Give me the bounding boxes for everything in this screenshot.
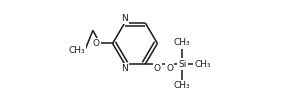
Text: N: N (121, 64, 128, 73)
Text: CH₃: CH₃ (195, 60, 212, 69)
Text: N: N (121, 14, 128, 23)
Text: CH₃: CH₃ (174, 38, 191, 47)
Text: O: O (154, 64, 161, 73)
Text: CH₃: CH₃ (68, 46, 85, 55)
Text: O: O (166, 64, 173, 73)
Text: CH₃: CH₃ (174, 81, 191, 90)
Text: Si: Si (178, 60, 186, 69)
Text: O: O (93, 39, 100, 48)
